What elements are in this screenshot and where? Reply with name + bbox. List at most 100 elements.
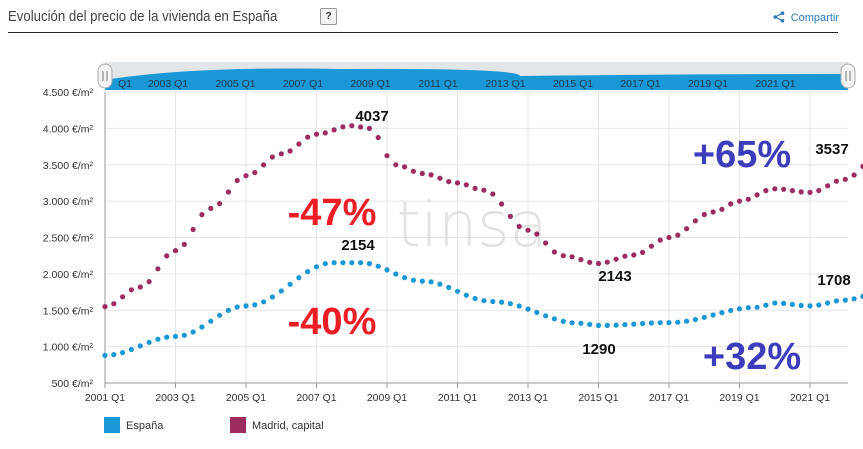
data-point (155, 266, 161, 272)
data-point (587, 259, 593, 265)
data-point (313, 264, 320, 270)
data-point (181, 241, 187, 247)
data-point (225, 307, 231, 313)
data-point (384, 267, 390, 273)
navigator-label: 2005 Q1 (215, 78, 255, 90)
data-point (419, 170, 425, 177)
data-point (402, 164, 408, 170)
data-point (155, 336, 161, 342)
data-point (666, 234, 672, 241)
data-point (375, 134, 381, 141)
data-point (772, 186, 778, 192)
data-point (410, 277, 416, 283)
share-button[interactable]: Compartir (773, 11, 839, 24)
data-point (366, 261, 372, 267)
annotation-label: -47% (288, 192, 377, 234)
data-point (305, 269, 311, 275)
data-point (102, 304, 108, 310)
data-point (648, 243, 655, 249)
data-point (833, 178, 840, 184)
data-point (472, 185, 478, 191)
data-point (569, 254, 575, 260)
data-point (816, 302, 822, 308)
x-tick-label: 2017 Q1 (649, 392, 689, 404)
data-point (595, 260, 602, 267)
range-navigator[interactable]: 2003 Q1 2005 Q1 2007 Q1 2009 Q1 2011 Q1 2013 … (97, 62, 856, 90)
data-point (234, 304, 240, 310)
data-point (622, 253, 628, 259)
data-point (640, 249, 646, 255)
data-point (595, 322, 602, 329)
x-tick-label: 2011 Q1 (438, 392, 478, 404)
data-point (789, 188, 796, 194)
navigator-label: 2011 Q1 (418, 78, 458, 90)
navigator-area (105, 68, 848, 90)
watermark-text: tinsa (396, 188, 547, 261)
navigator-label: Q1 (118, 78, 132, 90)
data-point (684, 226, 690, 232)
data-point (851, 172, 857, 178)
data-point (657, 320, 663, 326)
handle-body (840, 63, 856, 89)
page-title: Evolución del precio de la vivienda en E… (8, 8, 278, 25)
data-point (305, 134, 311, 140)
help-button[interactable]: ? (320, 8, 337, 25)
navigator-handle-right[interactable] (840, 63, 856, 89)
y-tick-label: 1.500 €/m² (43, 305, 94, 317)
header-divider (8, 32, 838, 33)
data-point (481, 298, 487, 304)
x-tick-label: 2009 Q1 (367, 392, 407, 404)
annotations-layer: 4037 -47% +65% 3537 2154 2143 1708 -40% 1290 +32% (288, 108, 851, 378)
data-point (825, 300, 831, 306)
data-point (252, 302, 258, 308)
data-point (137, 284, 143, 290)
data-point (499, 299, 505, 305)
legend-item-espana[interactable]: España (104, 417, 163, 433)
data-point (199, 324, 205, 330)
annotation-label: 4037 (355, 108, 388, 125)
data-point (234, 177, 240, 184)
series-layer (102, 123, 863, 358)
navigator-label: 2021 Q1 (755, 78, 795, 90)
data-point (428, 279, 434, 285)
data-point (631, 321, 637, 327)
data-point (745, 196, 751, 202)
data-point (146, 339, 152, 345)
data-point (833, 298, 840, 304)
data-point (366, 125, 372, 131)
data-point (190, 329, 196, 335)
y-tick-label: 2.000 €/m² (43, 269, 94, 281)
legend-item-madrid[interactable]: Madrid, capital (230, 417, 324, 433)
gridlines (104, 91, 848, 384)
data-point (569, 320, 575, 326)
data-point (340, 124, 346, 130)
data-point (860, 163, 863, 169)
data-point (296, 275, 302, 281)
data-point (358, 124, 364, 130)
data-point (128, 346, 134, 353)
data-point (428, 172, 434, 178)
x-tick-label: 2003 Q1 (155, 392, 195, 404)
data-point (463, 182, 469, 188)
data-point (551, 316, 558, 322)
navigator-handle-left[interactable] (97, 63, 113, 89)
annotation-label: +32% (703, 336, 801, 378)
data-point (269, 154, 275, 160)
data-point (692, 218, 699, 224)
data-point (842, 297, 848, 303)
navigator-label: 2017 Q1 (620, 78, 660, 90)
y-tick-label: 4.500 €/m² (43, 87, 94, 99)
data-point (613, 322, 619, 328)
legend-label: Madrid, capital (252, 420, 324, 432)
data-point (543, 313, 549, 319)
data-point (278, 288, 284, 294)
data-point (772, 300, 778, 306)
y-tick-label: 2.500 €/m² (43, 233, 94, 245)
data-point (261, 162, 267, 168)
data-point (463, 292, 469, 298)
data-point (578, 320, 584, 326)
data-point (534, 309, 540, 315)
data-point (516, 303, 522, 309)
data-point (287, 148, 293, 154)
data-point (587, 321, 593, 327)
